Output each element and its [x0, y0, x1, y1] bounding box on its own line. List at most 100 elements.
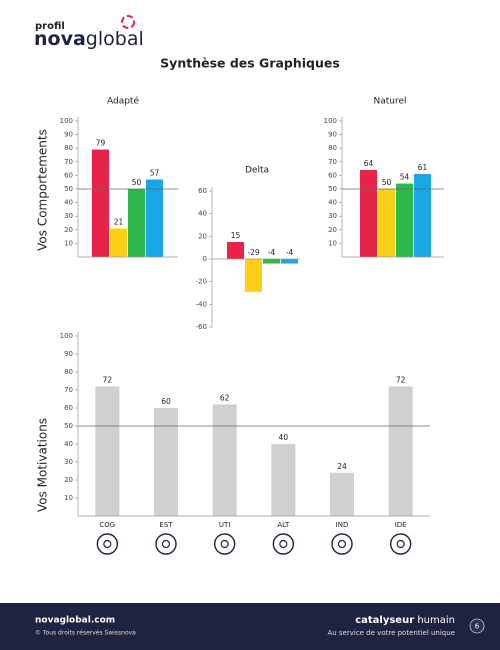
y-tick-label: 70 [64, 158, 73, 166]
y-tick-label: 70 [64, 386, 73, 394]
value-label: 72 [103, 375, 113, 384]
bar [414, 174, 431, 257]
bar [227, 242, 244, 259]
category-icon-dot [396, 539, 405, 549]
y-tick-label: 20 [328, 226, 337, 234]
category-icon-dot [161, 539, 171, 549]
y-tick-label: 30 [64, 212, 73, 220]
y-tick-label: 50 [64, 422, 73, 430]
page-badge [469, 618, 485, 634]
bar [92, 149, 109, 257]
value-label: 50 [132, 178, 142, 187]
category-icon-dot [279, 539, 288, 549]
category-icon [389, 533, 412, 555]
x-tick-label: ALT [277, 521, 290, 529]
x-tick-label: UTI [219, 521, 230, 529]
y-tick-label: 40 [198, 210, 207, 218]
y-tick-label: 10 [328, 239, 337, 247]
y-tick-label: 30 [64, 458, 73, 466]
value-label: 40 [279, 433, 289, 442]
page-number: 6 [475, 623, 480, 631]
y-tick-label: 40 [64, 440, 73, 448]
y-tick-label: 60 [198, 187, 207, 195]
bar [263, 259, 280, 264]
bar [281, 259, 298, 264]
value-label: 15 [231, 231, 241, 240]
y-tick-label: 90 [64, 350, 73, 358]
y-axis-label: Vos Motivations [36, 418, 50, 512]
y-tick-label: 50 [328, 185, 337, 193]
value-label: 24 [337, 462, 347, 471]
y-tick-label: 80 [64, 144, 73, 152]
x-tick-label: IND [336, 521, 349, 529]
bar [245, 259, 262, 292]
category-icon [272, 533, 295, 555]
logo-prefix: profil [35, 21, 65, 32]
y-tick-label: 20 [198, 232, 207, 240]
value-label: 64 [364, 159, 374, 168]
category-icon-dot [337, 539, 347, 549]
value-label: 61 [418, 163, 428, 172]
x-tick-label: COG [99, 521, 115, 529]
footer-rights: © Tous droits réservés Swissnova [35, 630, 136, 637]
value-label: 57 [150, 168, 160, 177]
y-tick-label: 80 [64, 368, 73, 376]
bar [388, 386, 413, 516]
y-tick-label: 100 [60, 117, 73, 125]
y-tick-label: 70 [328, 158, 337, 166]
bar [396, 183, 413, 257]
category-icon-dot [220, 539, 229, 549]
bar [212, 404, 237, 516]
bar [110, 228, 127, 257]
value-label: -29 [247, 248, 259, 257]
y-tick-label: 0 [203, 255, 207, 263]
chart-title: Naturel [373, 97, 406, 107]
category-icon-dot [103, 539, 112, 549]
bar [154, 408, 178, 516]
y-tick-label: 40 [64, 199, 73, 207]
y-tick-label: 10 [64, 239, 73, 247]
bar [128, 189, 145, 257]
category-icon [331, 533, 353, 555]
y-tick-label: 60 [328, 171, 337, 179]
footer-tagline: Au service de votre potentiel unique [327, 629, 455, 637]
y-tick-label: 20 [64, 476, 73, 484]
logo-swirl [121, 15, 135, 29]
y-tick-label: 10 [64, 494, 73, 502]
chart-title: Delta [245, 166, 269, 176]
value-label: 60 [161, 397, 171, 406]
chart-title: Adapté [107, 96, 139, 107]
logo-global: global [86, 28, 144, 50]
footer-brand: catalyseur humain [355, 615, 455, 626]
category-icon [155, 533, 177, 555]
bar [271, 444, 296, 516]
value-label: 72 [396, 375, 406, 384]
logo-nova: nova [34, 28, 86, 50]
value-label: 62 [220, 393, 230, 402]
y-tick-label: 40 [328, 199, 337, 207]
bar [95, 386, 120, 516]
y-tick-label: 100 [324, 117, 337, 125]
y-tick-label: 90 [64, 131, 73, 139]
y-tick-label: 90 [328, 131, 337, 139]
y-tick-label: 60 [64, 404, 73, 412]
x-tick-label: IDE [395, 521, 407, 529]
value-label: -4 [268, 248, 276, 257]
bar [360, 169, 377, 257]
category-icon [213, 533, 236, 555]
bar [378, 189, 395, 257]
y-tick-label: 50 [64, 185, 73, 193]
y-tick-label: -20 [196, 278, 207, 286]
y-tick-label: 80 [328, 144, 337, 152]
y-tick-label: 30 [328, 212, 337, 220]
brand-light: humain [417, 615, 455, 626]
icons [96, 533, 412, 555]
y-tick-label: 100 [60, 332, 73, 340]
value-label: 79 [96, 139, 106, 148]
footer-bar [0, 603, 500, 650]
value-label: 21 [114, 217, 124, 226]
value-label: 54 [400, 173, 410, 182]
logo: novaglobal [34, 28, 144, 50]
